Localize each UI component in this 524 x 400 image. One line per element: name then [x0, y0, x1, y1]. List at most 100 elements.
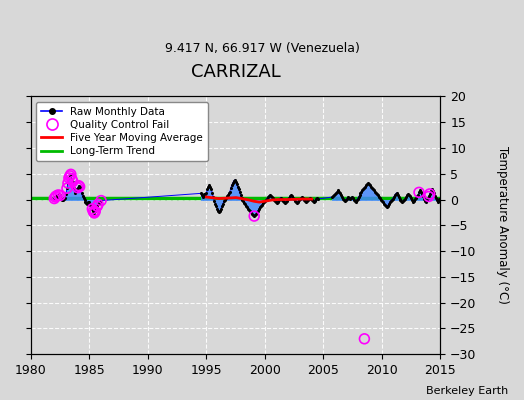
- Point: [385, 200, 393, 207]
- Point: [404, 191, 412, 197]
- Point: [86, 202, 94, 208]
- Text: Berkeley Earth: Berkeley Earth: [426, 386, 508, 396]
- Point: [74, 182, 83, 189]
- Point: [375, 194, 383, 200]
- Point: [340, 196, 348, 203]
- Point: [198, 192, 206, 199]
- Point: [54, 192, 62, 198]
- Point: [399, 198, 408, 204]
- Point: [260, 199, 268, 205]
- Point: [87, 203, 95, 210]
- Point: [220, 198, 228, 204]
- Point: [67, 171, 75, 178]
- Point: [53, 194, 61, 201]
- Point: [329, 193, 337, 199]
- Point: [63, 185, 71, 192]
- Point: [427, 188, 435, 194]
- Point: [371, 189, 379, 195]
- Point: [402, 194, 410, 200]
- Point: [222, 195, 230, 201]
- Point: [266, 192, 274, 198]
- Point: [296, 196, 304, 202]
- Point: [209, 194, 217, 200]
- Point: [347, 194, 356, 200]
- Point: [233, 181, 241, 187]
- Point: [225, 190, 233, 196]
- Point: [432, 197, 441, 203]
- Point: [93, 203, 101, 210]
- Point: [333, 189, 341, 195]
- Point: [313, 196, 322, 202]
- Point: [65, 175, 73, 181]
- Point: [397, 198, 406, 204]
- Point: [73, 184, 82, 191]
- Point: [63, 185, 71, 192]
- Point: [381, 203, 390, 210]
- Point: [423, 197, 431, 203]
- Point: [258, 202, 266, 208]
- Point: [202, 190, 211, 196]
- Point: [271, 198, 280, 205]
- Point: [212, 202, 221, 209]
- Point: [75, 184, 84, 190]
- Point: [224, 192, 232, 198]
- Point: [363, 181, 372, 187]
- Point: [356, 190, 365, 196]
- Point: [67, 171, 75, 178]
- Point: [69, 178, 77, 185]
- Point: [289, 194, 298, 201]
- Point: [56, 192, 64, 199]
- Point: [345, 195, 353, 201]
- Point: [221, 196, 229, 203]
- Point: [79, 193, 87, 200]
- Point: [359, 186, 368, 192]
- Point: [350, 196, 358, 203]
- Point: [250, 213, 258, 219]
- Point: [422, 198, 430, 205]
- Point: [248, 210, 256, 217]
- Point: [378, 198, 386, 204]
- Point: [304, 195, 313, 202]
- Point: [409, 198, 417, 205]
- Point: [253, 209, 261, 216]
- Point: [252, 211, 260, 217]
- Point: [302, 198, 310, 205]
- Point: [387, 198, 395, 204]
- Point: [93, 203, 101, 210]
- Point: [286, 193, 294, 199]
- Point: [414, 192, 422, 198]
- Point: [345, 196, 354, 202]
- Point: [275, 197, 283, 203]
- Point: [204, 184, 213, 190]
- Point: [244, 206, 253, 212]
- Point: [57, 195, 66, 201]
- Point: [358, 187, 367, 194]
- Point: [78, 190, 86, 196]
- Point: [312, 195, 321, 201]
- Point: [217, 206, 225, 212]
- Point: [64, 180, 72, 186]
- Legend: Raw Monthly Data, Quality Control Fail, Five Year Moving Average, Long-Term Tren: Raw Monthly Data, Quality Control Fail, …: [36, 102, 209, 162]
- Point: [264, 194, 272, 200]
- Point: [84, 198, 93, 205]
- Point: [261, 196, 270, 203]
- Point: [90, 210, 99, 216]
- Point: [198, 194, 206, 200]
- Point: [201, 193, 210, 199]
- Point: [60, 195, 68, 202]
- Point: [406, 193, 414, 200]
- Point: [348, 195, 357, 201]
- Point: [97, 198, 105, 204]
- Point: [90, 210, 99, 216]
- Point: [218, 203, 226, 210]
- Point: [70, 185, 78, 192]
- Point: [395, 194, 403, 200]
- Point: [394, 192, 402, 198]
- Point: [391, 191, 400, 197]
- Point: [373, 191, 381, 198]
- Point: [398, 199, 407, 205]
- Point: [65, 175, 73, 181]
- Point: [335, 189, 343, 195]
- Point: [370, 187, 378, 194]
- Point: [298, 194, 306, 200]
